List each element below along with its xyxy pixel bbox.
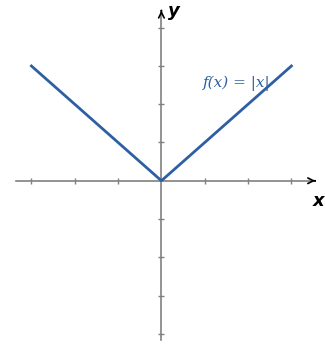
Text: y: y: [168, 1, 180, 20]
Text: f(x) = |x|: f(x) = |x|: [203, 75, 270, 91]
Text: x: x: [313, 192, 325, 210]
